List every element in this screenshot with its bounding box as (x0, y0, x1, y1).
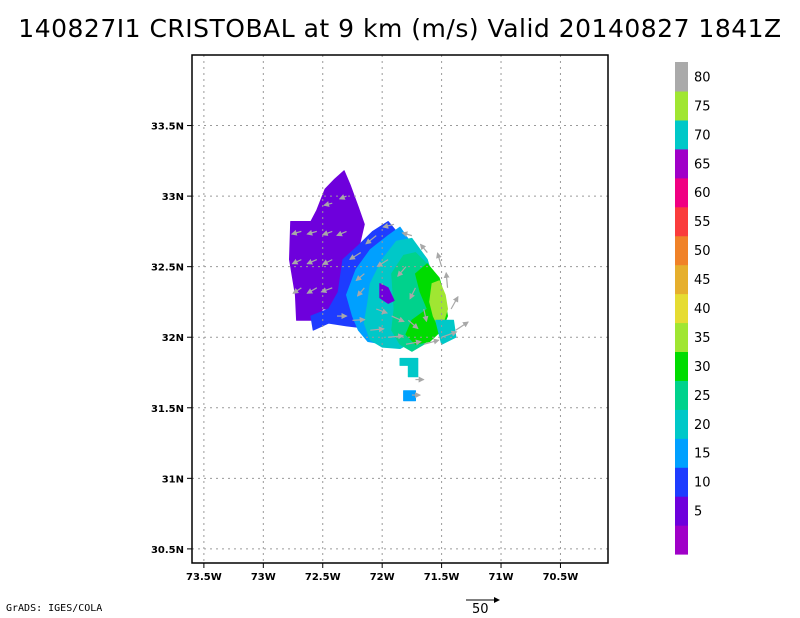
colorbar-segment-8 (675, 293, 688, 324)
colorbar-segment-7 (675, 322, 688, 353)
colorbar-label-12: 60 (694, 186, 711, 201)
wind-vector-26 (352, 316, 366, 323)
x-tick-label-0: 73.5W (186, 572, 222, 583)
plot-frame (191, 54, 609, 564)
wind-vector-13 (365, 235, 377, 245)
speed-region-10 (435, 319, 457, 345)
colorbar-label-15: 75 (694, 99, 711, 114)
colorbar-label-6: 30 (694, 360, 711, 375)
colorbar-segment-11 (675, 206, 688, 237)
wind-vector-30 (376, 259, 389, 267)
wind-vector-4 (323, 201, 333, 207)
wind-vector-36 (376, 308, 389, 315)
wind-vector-32 (409, 287, 416, 300)
x-tick-label-5: 71W (489, 572, 514, 583)
colorbar-label-13: 65 (694, 157, 711, 172)
colorbar-label-5: 25 (694, 389, 711, 404)
colorbar-label-3: 15 (694, 447, 711, 462)
wind-vector-25 (370, 326, 385, 333)
speed-region-7 (379, 283, 395, 304)
y-tick-label-4: 32.5N (151, 263, 184, 274)
lat-lon-grid (192, 55, 608, 563)
wind-vector-21 (441, 330, 458, 338)
colorbar-label-1: 5 (694, 505, 702, 520)
colorbar-label-16: 80 (694, 70, 711, 85)
colorbar-segment-6 (675, 351, 688, 381)
colorbar-segment-3 (675, 438, 688, 468)
speed-region-8 (399, 357, 419, 378)
chart-title: 140827I1 CRISTOBAL at 9 km (m/s) Valid 2… (18, 14, 782, 43)
colorbar-label-2: 10 (694, 476, 711, 491)
reference-vector-label: 50 (472, 602, 489, 617)
wind-vector-5 (338, 194, 347, 200)
reference-vector-arrow (466, 597, 500, 603)
wind-vectors (290, 194, 469, 399)
speed-region-9 (403, 390, 416, 402)
wind-vector-0 (290, 229, 302, 236)
wind-vector-34 (407, 319, 419, 330)
y-tick-label-5: 33N (162, 192, 184, 203)
wind-vector-11 (320, 287, 333, 293)
wind-vector-3 (336, 230, 347, 237)
colorbar-segment-1 (675, 496, 688, 526)
wind-vector-14 (382, 222, 395, 229)
y-axis-ticks: 30.5N 31N 31.5N 32N 32.5N 33N 33.5N (151, 122, 192, 556)
colorbar-segment-13 (675, 148, 688, 179)
colorbar-segment-0 (675, 525, 688, 555)
colorbar-segment-14 (675, 119, 688, 150)
wind-speed-field (289, 170, 457, 402)
wind-vector-35 (391, 315, 405, 323)
wind-vector-23 (405, 339, 422, 346)
colorbar-label-9: 45 (694, 273, 711, 288)
colorbar-label-14: 70 (694, 128, 711, 143)
wind-vector-31 (397, 266, 407, 277)
wind-vector-7 (306, 258, 318, 265)
wind-vector-28 (356, 287, 365, 297)
wind-vector-16 (419, 243, 428, 253)
wind-vector-24 (388, 333, 405, 340)
wind-vector-8 (321, 259, 333, 265)
wind-vector-18 (443, 271, 450, 288)
y-tick-label-2: 31.5N (151, 404, 184, 415)
colorbar-segment-5 (675, 380, 688, 410)
wind-vector-10 (306, 287, 318, 294)
colorbar-label-4: 20 (694, 418, 711, 433)
wind-vector-15 (401, 231, 413, 238)
wind-vector-20 (455, 321, 469, 331)
colorbar-segment-4 (675, 409, 688, 439)
y-tick-label-6: 33.5N (151, 122, 184, 133)
y-tick-label-0: 30.5N (151, 545, 184, 556)
colorbar-segment-2 (675, 467, 688, 497)
wind-vector-33 (422, 308, 429, 323)
y-tick-label-3: 32N (162, 333, 184, 344)
wind-vector-19 (450, 295, 459, 310)
x-axis-ticks: 73.5W 73W 72.5W 72W 71.5W 71W 70.5W (186, 563, 578, 583)
colorbar-label-10: 50 (694, 244, 711, 259)
y-tick-label-1: 31N (162, 474, 184, 485)
wind-vector-17 (436, 252, 443, 267)
colorbar-segment-16 (675, 62, 688, 92)
wind-vector-29 (355, 273, 365, 282)
wind-vector-22 (423, 338, 440, 345)
wind-vector-9 (292, 287, 302, 294)
colorbar-segment-15 (675, 90, 688, 121)
colorbar-label-7: 35 (694, 331, 711, 346)
x-tick-label-3: 72W (370, 572, 395, 583)
x-tick-label-4: 71.5W (424, 572, 460, 583)
colorbar-segment-10 (675, 235, 688, 266)
colorbar-label-11: 55 (694, 215, 711, 230)
wind-vector-1 (306, 229, 317, 236)
colorbar-label-8: 40 (694, 302, 711, 317)
colorbar-segment-9 (675, 264, 688, 295)
x-tick-label-2: 72.5W (305, 572, 341, 583)
x-tick-label-6: 70.5W (543, 572, 579, 583)
wind-vector-12 (349, 252, 362, 260)
wind-vector-2 (321, 230, 333, 236)
colorbar: 5 10 15 20 25 30 35 40 45 50 55 60 65 70 75 80 (675, 62, 711, 555)
grads-credit: GrADS: IGES/COLA (6, 603, 103, 614)
wind-vector-6 (291, 258, 302, 265)
x-tick-label-1: 73W (251, 572, 276, 583)
colorbar-segment-12 (675, 177, 688, 208)
